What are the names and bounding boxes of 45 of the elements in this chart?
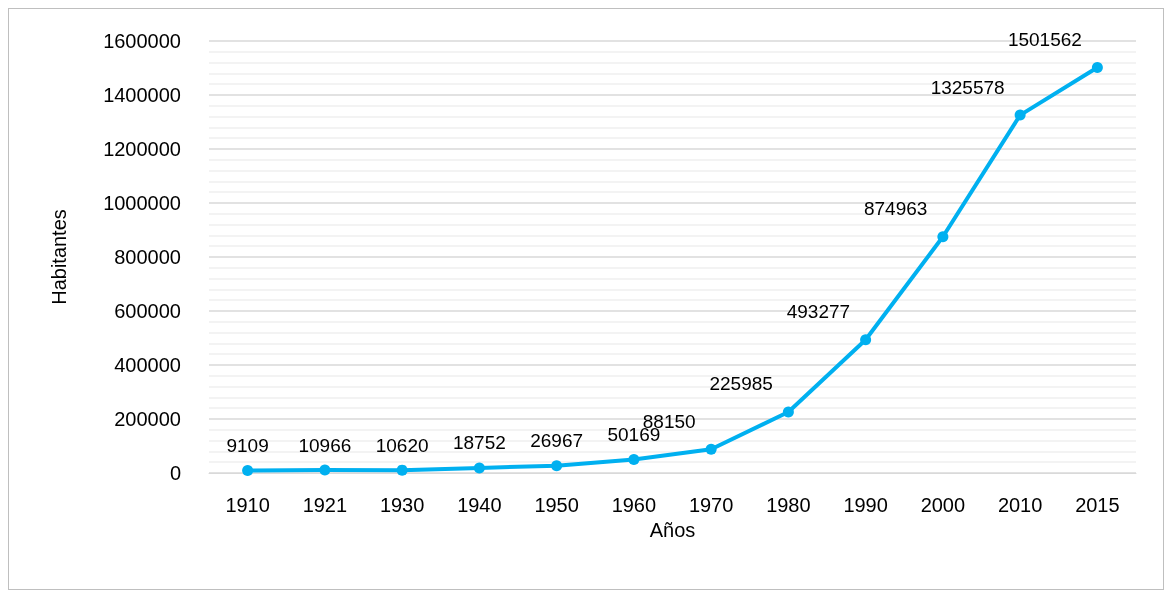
point <box>242 465 254 477</box>
data-label: 225985 <box>709 373 773 395</box>
data-label: 10966 <box>298 434 352 456</box>
data-label: 9109 <box>226 435 269 457</box>
point <box>860 334 872 346</box>
x-tick-label: 1970 <box>688 494 734 516</box>
y-tick-label: 600000 <box>114 300 181 322</box>
x-axis-title: Años <box>649 518 696 541</box>
x-tick-label: 1960 <box>611 494 657 516</box>
data-label: 1325578 <box>930 76 1005 98</box>
point <box>396 464 408 476</box>
y-tick-label: 0 <box>169 462 181 484</box>
data-label: 1501562 <box>1007 29 1082 51</box>
y-tick-label: 400000 <box>114 354 181 376</box>
y-tick-label: 1000000 <box>103 192 181 214</box>
x-tick-label: 1921 <box>302 494 348 516</box>
y-tick-label: 800000 <box>114 246 181 268</box>
point <box>551 460 563 472</box>
point <box>628 453 640 465</box>
x-tick-label: 2000 <box>920 494 966 516</box>
data-label: 18752 <box>452 432 506 454</box>
y-axis-title: Habitantes <box>48 209 70 305</box>
x-tick-label: 1940 <box>457 494 502 516</box>
y-tick-label: 1400000 <box>103 84 181 106</box>
x-tick-label: 1980 <box>766 494 811 516</box>
point <box>782 406 794 418</box>
x-tick-label: 1990 <box>843 494 888 516</box>
point <box>473 462 485 474</box>
point <box>319 464 331 476</box>
data-label: 493277 <box>786 301 851 323</box>
y-tick-label: 200000 <box>114 408 181 430</box>
x-tick-label: 1910 <box>225 494 270 516</box>
point <box>937 231 949 243</box>
point <box>1014 109 1026 121</box>
point <box>1091 62 1103 74</box>
data-label: 26967 <box>530 430 584 452</box>
x-tick-label: 2010 <box>997 494 1043 516</box>
point <box>705 443 717 455</box>
x-tick-label: 2015 <box>1075 494 1120 516</box>
data-label: 874963 <box>863 198 928 220</box>
y-tick-label: 1200000 <box>103 138 181 160</box>
data-label: 10620 <box>375 434 429 456</box>
x-tick-label: 1950 <box>534 494 579 516</box>
y-tick-label: 1600000 <box>103 30 181 52</box>
x-tick-label: 1930 <box>379 494 425 516</box>
